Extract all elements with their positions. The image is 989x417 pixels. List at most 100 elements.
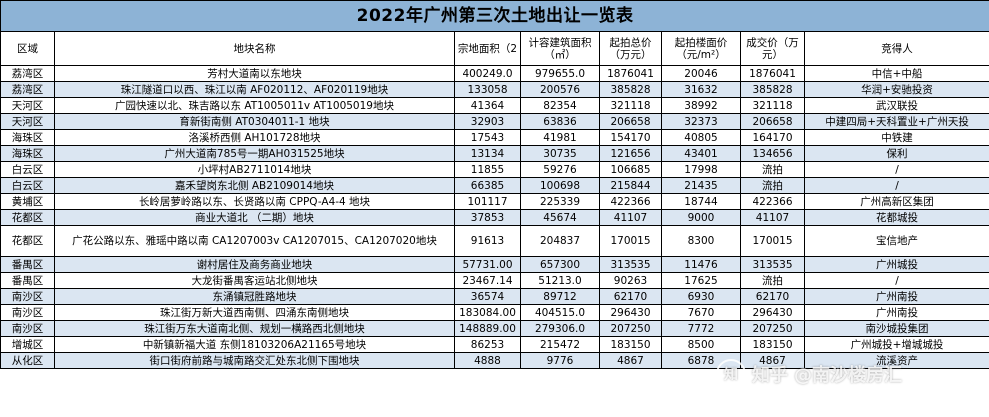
- cell-gfa: 225339: [520, 193, 600, 210]
- table-row: 花都区 广花公路以东、雅瑶中路以南 CA1207003v CA1207015、CA…: [0, 225, 989, 257]
- cell-district: 番禺区: [0, 272, 55, 289]
- cell-name: 广州大道南785号一期AH031525地块: [54, 145, 455, 162]
- cell-district: 荔湾区: [0, 81, 55, 98]
- cell-deal: 385828: [740, 81, 805, 98]
- cell-gfa: 9776: [520, 352, 600, 369]
- table-row: 花都区 商业大道北 （二期）地块 37853 45674 41107 9000 41107 花…: [0, 209, 989, 226]
- cell-start-total: 1876041: [599, 65, 662, 82]
- cell-winner: 花都城投: [803, 209, 989, 226]
- cell-floor: 40805: [661, 129, 741, 146]
- cell-name: 谢村居住及商务商业地块: [54, 256, 455, 273]
- table-row: 南沙区 东涌镇冠胜路地块 36574 89712 62170 6930 62170 广州南投: [0, 288, 989, 305]
- cell-floor: 17625: [661, 272, 741, 289]
- cell-winner: 广州南投: [803, 288, 989, 305]
- cell-district: 从化区: [0, 352, 55, 369]
- cell-area: 400249.0: [454, 65, 521, 82]
- cell-deal: 321118: [740, 97, 805, 114]
- cell-gfa: 200576: [520, 81, 600, 98]
- cell-deal: 206658: [740, 113, 805, 130]
- table-row: 荔湾区 珠江隧道口以西、珠江以南 AF020112、AF020119地块 13305…: [0, 81, 989, 98]
- cell-gfa: 82354: [520, 97, 600, 114]
- cell-name: 洛溪桥西侧 AH101728地块: [54, 129, 455, 146]
- cell-district: 花都区: [0, 225, 55, 257]
- cell-area: 183084.00: [454, 304, 521, 321]
- cell-deal: 62170: [740, 288, 805, 305]
- cell-floor: 18744: [661, 193, 741, 210]
- cell-start-total: 385828: [599, 81, 662, 98]
- cell-gfa: 404515.0: [520, 304, 600, 321]
- cell-floor: 9000: [661, 209, 741, 226]
- table-row: 海珠区 广州大道南785号一期AH031525地块 13134 30735 121656…: [0, 145, 989, 162]
- land-auction-table: 2022年广州第三次土地出让一览表 区域 地块名称 宗地面积（2 计容建筑面积（…: [0, 0, 989, 369]
- cell-deal: 流拍: [740, 272, 805, 289]
- cell-name: 育新街南侧 AT0304011-1 地块: [54, 113, 455, 130]
- table-row: 荔湾区 芳村大道南以东地块 400249.0 979655.0 1876041 20046…: [0, 65, 989, 82]
- cell-area: 4888: [454, 352, 521, 369]
- cell-start-total: 41107: [599, 209, 662, 226]
- cell-area: 37853: [454, 209, 521, 226]
- cell-district: 黄埔区: [0, 193, 55, 210]
- cell-deal: 1876041: [740, 65, 805, 82]
- cell-district: 南沙区: [0, 288, 55, 305]
- cell-gfa: 51213.0: [520, 272, 600, 289]
- cell-winner: 中铁建: [803, 129, 989, 146]
- cell-name: 大龙街番禺客运站北侧地块: [54, 272, 455, 289]
- cell-area: 133058: [454, 81, 521, 98]
- table-row: 增城区 中新镇新福大道 东侧18103206A21165号地块 86253 21547…: [0, 336, 989, 353]
- cell-gfa: 100698: [520, 177, 600, 194]
- cell-area: 13134: [454, 145, 521, 162]
- table-row: 南沙区 珠江街万新大道西南侧、四涌东南侧地块 183084.00 404515.0 29…: [0, 304, 989, 321]
- cell-deal: 183150: [740, 336, 805, 353]
- cell-winner: /: [803, 272, 989, 289]
- cell-start-total: 4867: [599, 352, 662, 369]
- header-start-floor: 起拍楼面价（元/m²）: [661, 31, 741, 66]
- cell-winner: 广州高新区集团: [803, 193, 989, 210]
- cell-start-total: 313535: [599, 256, 662, 273]
- cell-start-total: 183150: [599, 336, 662, 353]
- cell-floor: 8300: [661, 225, 741, 257]
- cell-floor: 8500: [661, 336, 741, 353]
- cell-winner: 广州南投: [803, 304, 989, 321]
- table-row: 番禺区 谢村居住及商务商业地块 57731.00 657300 313535 11476 3…: [0, 256, 989, 273]
- cell-floor: 17998: [661, 161, 741, 178]
- cell-name: 芳村大道南以东地块: [54, 65, 455, 82]
- table-row: 黄埔区 长岭居萝岭路以东、长贤路以南 CPPQ-A4-4 地块 101117 2253…: [0, 193, 989, 210]
- cell-area: 66385: [454, 177, 521, 194]
- cell-name: 嘉禾望岗东北侧 AB2109014地块: [54, 177, 455, 194]
- cell-deal: 422366: [740, 193, 805, 210]
- cell-deal: 4867: [740, 352, 805, 369]
- cell-start-total: 170015: [599, 225, 662, 257]
- cell-name: 中新镇新福大道 东侧18103206A21165号地块: [54, 336, 455, 353]
- header-site-area: 宗地面积（2: [454, 31, 521, 66]
- header-start-total: 起拍总价（万元）: [599, 31, 662, 66]
- cell-floor: 32373: [661, 113, 741, 130]
- cell-deal: 流拍: [740, 161, 805, 178]
- cell-deal: 134656: [740, 145, 805, 162]
- cell-floor: 7670: [661, 304, 741, 321]
- cell-start-total: 154170: [599, 129, 662, 146]
- cell-deal: 296430: [740, 304, 805, 321]
- cell-name: 广园快速以北、珠吉路以东 AT1005011v AT1005019地块: [54, 97, 455, 114]
- cell-gfa: 41981: [520, 129, 600, 146]
- cell-area: 91613: [454, 225, 521, 257]
- cell-district: 南沙区: [0, 320, 55, 337]
- cell-winner: 保利: [803, 145, 989, 162]
- cell-area: 41364: [454, 97, 521, 114]
- cell-deal: 41107: [740, 209, 805, 226]
- cell-area: 32903: [454, 113, 521, 130]
- cell-name: 小坪村AB2711014地块: [54, 161, 455, 178]
- header-district: 区域: [0, 31, 55, 66]
- cell-winner: 广州城投: [803, 256, 989, 273]
- header-gfa: 计容建筑面积（㎡）: [520, 31, 600, 66]
- table-row: 番禺区 大龙街番禺客运站北侧地块 23467.14 51213.0 90263 17625…: [0, 272, 989, 289]
- cell-start-total: 121656: [599, 145, 662, 162]
- header-deal: 成交价（万元）: [740, 31, 805, 66]
- cell-floor: 38992: [661, 97, 741, 114]
- cell-gfa: 30735: [520, 145, 600, 162]
- cell-district: 海珠区: [0, 145, 55, 162]
- cell-gfa: 657300: [520, 256, 600, 273]
- cell-name: 广花公路以东、雅瑶中路以南 CA1207003v CA1207015、CA120…: [54, 225, 455, 257]
- cell-start-total: 321118: [599, 97, 662, 114]
- cell-floor: 31632: [661, 81, 741, 98]
- cell-start-total: 215844: [599, 177, 662, 194]
